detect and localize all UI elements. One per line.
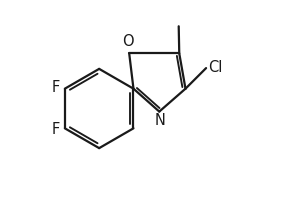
Text: F: F <box>52 80 60 95</box>
Text: F: F <box>52 122 60 137</box>
Text: Cl: Cl <box>208 59 222 74</box>
Text: O: O <box>122 35 134 49</box>
Text: N: N <box>155 113 166 128</box>
